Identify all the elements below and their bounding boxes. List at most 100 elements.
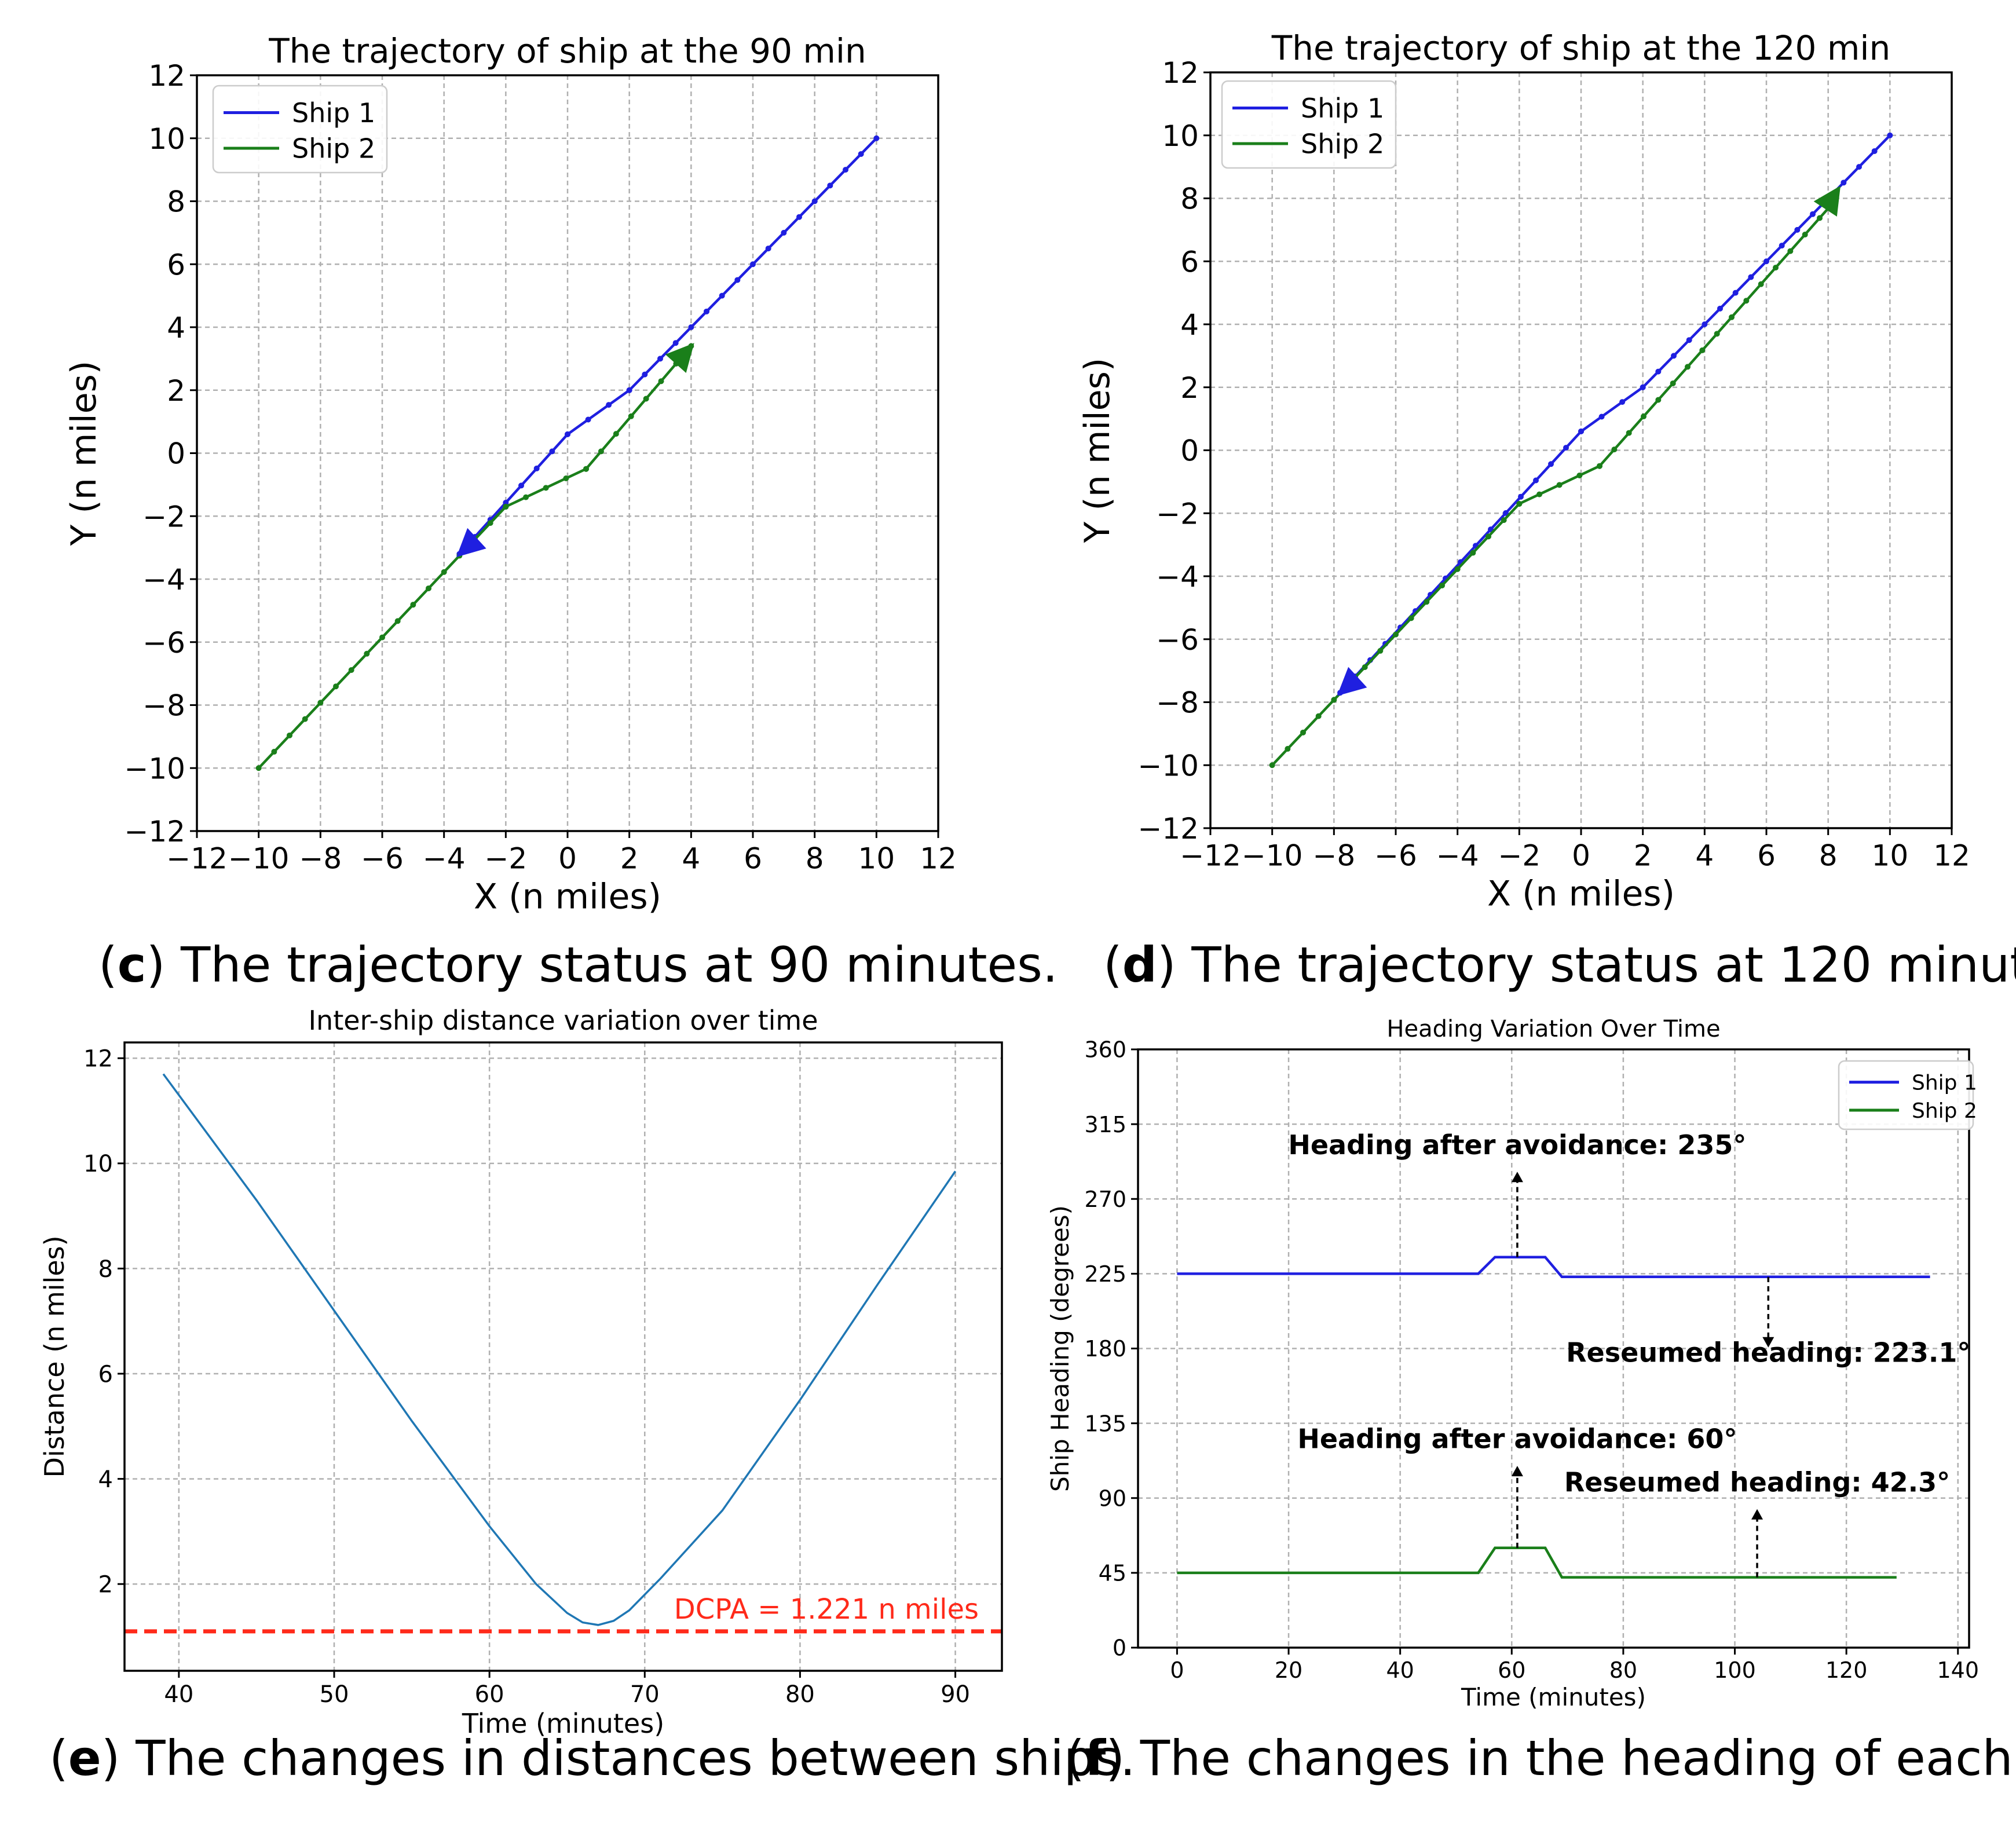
track-point bbox=[1597, 463, 1602, 469]
track-point bbox=[255, 765, 262, 771]
series-line-ship-1 bbox=[1177, 1256, 1930, 1279]
x-tick-label: 140 bbox=[1937, 1657, 1979, 1683]
y-tick-label: 4 bbox=[1180, 308, 1199, 342]
y-tick-label: 12 bbox=[148, 59, 185, 93]
track-point bbox=[796, 214, 802, 220]
y-tick-label: 6 bbox=[1180, 245, 1199, 279]
track-point bbox=[1887, 132, 1893, 138]
x-tick-label: −10 bbox=[1242, 839, 1303, 873]
track-point bbox=[1269, 762, 1275, 769]
caption-text: The changes in distances between ships. bbox=[120, 1730, 1136, 1787]
track-point bbox=[1699, 347, 1706, 353]
heading-arrow bbox=[1337, 667, 1367, 696]
track-point bbox=[1787, 248, 1794, 254]
chart-title: Inter-ship distance variation over time bbox=[308, 1005, 818, 1036]
legend-label: Ship 1 bbox=[292, 97, 375, 129]
x-tick-label: −6 bbox=[361, 842, 404, 876]
track-point bbox=[873, 135, 880, 141]
y-tick-label: −6 bbox=[1156, 623, 1199, 657]
y-tick-label: 12 bbox=[83, 1046, 113, 1073]
track-point bbox=[1454, 566, 1461, 572]
track-point bbox=[441, 569, 447, 575]
track-point bbox=[750, 261, 756, 268]
x-tick-label: −8 bbox=[299, 842, 342, 876]
y-axis-label: Y (n miles) bbox=[1077, 358, 1118, 544]
y-tick-label: 6 bbox=[98, 1361, 113, 1388]
track-point bbox=[1516, 500, 1523, 507]
track-point bbox=[734, 277, 741, 283]
caption-text: The trajectory status at 90 minutes. bbox=[165, 936, 1058, 993]
y-tick-label: 12 bbox=[1162, 56, 1199, 90]
x-tick-label: 90 bbox=[941, 1681, 970, 1708]
y-tick-label: 10 bbox=[83, 1151, 113, 1177]
track-point bbox=[585, 416, 591, 423]
x-tick-label: 0 bbox=[1572, 839, 1590, 873]
x-tick-label: 80 bbox=[1609, 1657, 1637, 1683]
x-tick-label: 2 bbox=[620, 842, 639, 876]
annotation-arrowhead bbox=[1751, 1509, 1763, 1520]
annotation-text: Heading after avoidance: 235° bbox=[1288, 1129, 1746, 1161]
x-tick-label: 4 bbox=[682, 842, 700, 876]
y-tick-label: 8 bbox=[1180, 182, 1199, 216]
y-tick-label: 4 bbox=[167, 311, 185, 345]
track-point bbox=[1393, 631, 1399, 638]
caption-label: d bbox=[1122, 936, 1157, 993]
track-point bbox=[426, 585, 431, 591]
x-tick-label: 10 bbox=[858, 842, 895, 876]
x-tick-label: −4 bbox=[423, 842, 466, 876]
x-tick-label: 4 bbox=[1695, 839, 1714, 873]
track-point bbox=[1576, 473, 1583, 478]
x-tick-label: −8 bbox=[1312, 839, 1355, 873]
track-point bbox=[1810, 211, 1816, 217]
track-point bbox=[523, 494, 529, 500]
y-tick-label: −8 bbox=[1156, 686, 1199, 720]
track-point bbox=[563, 475, 569, 481]
y-tick-label: 90 bbox=[1099, 1485, 1126, 1511]
track-point bbox=[1773, 265, 1779, 271]
track-point bbox=[1655, 397, 1662, 403]
track-point bbox=[1686, 337, 1692, 343]
track-point bbox=[1841, 180, 1847, 186]
track-point bbox=[843, 167, 848, 173]
legend: Ship 1 Ship 2 bbox=[1221, 80, 1397, 169]
series-line-distance bbox=[162, 1073, 957, 1626]
y-axis-label: Ship Heading (degrees) bbox=[1046, 1205, 1074, 1492]
track-point bbox=[1518, 493, 1524, 500]
x-tick-label: 2 bbox=[1634, 839, 1652, 873]
legend-box bbox=[1838, 1060, 1974, 1130]
heading-arrow bbox=[1813, 185, 1841, 217]
track-point bbox=[410, 602, 416, 608]
x-tick-label: 50 bbox=[320, 1681, 349, 1708]
track-point bbox=[1536, 491, 1542, 497]
track-point bbox=[1626, 430, 1632, 436]
track-point bbox=[626, 387, 632, 393]
track-point bbox=[394, 618, 401, 624]
y-tick-label: 225 bbox=[1084, 1261, 1126, 1287]
track-point bbox=[1702, 321, 1708, 327]
legend: Ship 1 Ship 2 bbox=[1838, 1060, 1977, 1130]
y-axis-label: Y (n miles) bbox=[64, 361, 104, 547]
x-tick-label: 12 bbox=[920, 842, 957, 876]
y-tick-label: 8 bbox=[167, 185, 185, 219]
track-point bbox=[598, 448, 604, 455]
legend-label: Ship 1 bbox=[1912, 1071, 1977, 1095]
track-point bbox=[1670, 380, 1676, 386]
track-point bbox=[765, 246, 771, 252]
track-point bbox=[1640, 384, 1646, 390]
track-point bbox=[1802, 232, 1808, 238]
legend: Ship 1 Ship 2 bbox=[212, 85, 388, 174]
x-tick-label: 6 bbox=[1757, 839, 1776, 873]
plot-frame bbox=[123, 1041, 1003, 1672]
x-tick-label: −2 bbox=[1498, 839, 1541, 873]
annotation-arrowhead bbox=[1762, 1337, 1774, 1348]
x-tick-label: 60 bbox=[475, 1681, 504, 1708]
track-point bbox=[1758, 281, 1764, 287]
legend-box bbox=[212, 85, 388, 174]
y-axis-label: Distance (n miles) bbox=[39, 1235, 70, 1477]
plot-frame bbox=[1137, 1048, 1970, 1649]
x-axis-label: Time (minutes) bbox=[462, 1708, 664, 1739]
caption-paren: ) bbox=[1106, 1730, 1125, 1787]
track-point bbox=[1743, 298, 1750, 304]
y-tick-label: 0 bbox=[167, 437, 185, 471]
legend-label: Ship 2 bbox=[1912, 1099, 1977, 1123]
